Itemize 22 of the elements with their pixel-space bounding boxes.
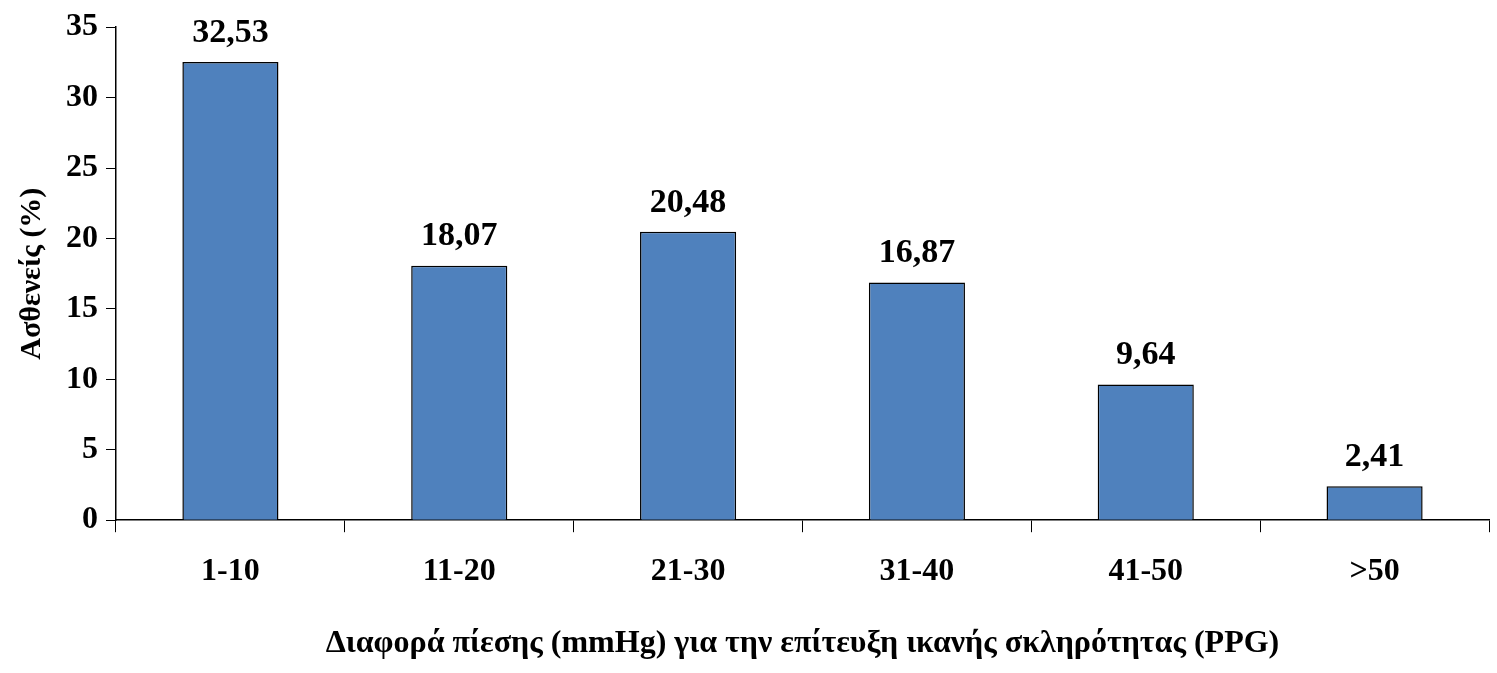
y-axis-title: Ασθενείς (%) [12, 187, 47, 360]
x-tick-label: 1-10 [201, 550, 260, 587]
y-tick-label: 20 [66, 217, 98, 254]
x-tick-label: 21-30 [650, 550, 726, 587]
y-tick-label: 25 [66, 147, 98, 184]
x-tick-label: 11-20 [422, 550, 496, 587]
y-tick-label: 35 [66, 6, 98, 43]
data-label: 9,64 [1116, 334, 1176, 372]
x-tick-label: >50 [1349, 550, 1400, 587]
x-axis-title: Διαφορά πίεσης (mmHg) για την επίτευξη ικανής σκληρότητας (PPG) [325, 623, 1280, 660]
data-label: 2,41 [1344, 436, 1405, 474]
x-tick-label: 31-40 [879, 550, 955, 587]
x-tick-label: 41-50 [1108, 550, 1184, 587]
data-label: 20,48 [649, 181, 727, 219]
data-label: 16,87 [878, 232, 956, 270]
y-tick-label: 30 [66, 76, 98, 113]
y-tick-label: 10 [66, 358, 98, 395]
data-label: 18,07 [421, 215, 498, 253]
y-tick-label: 5 [82, 429, 98, 466]
y-tick-label: 15 [66, 288, 98, 325]
data-label: 32,53 [192, 11, 269, 49]
y-tick-label: 0 [82, 499, 98, 536]
